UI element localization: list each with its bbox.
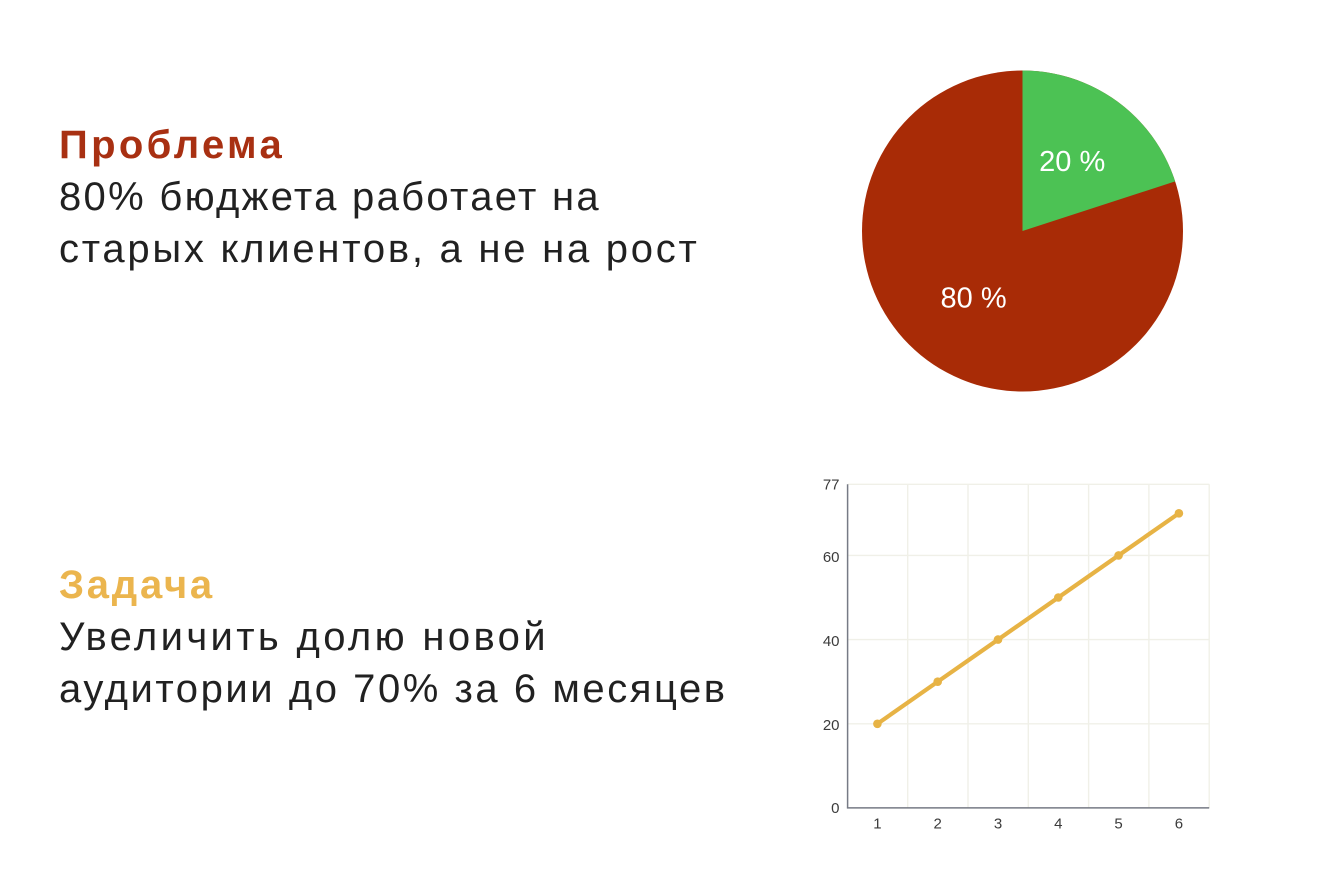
- svg-text:3: 3: [994, 815, 1002, 832]
- svg-text:2: 2: [934, 815, 942, 832]
- svg-text:60: 60: [823, 549, 840, 566]
- svg-text:77: 77: [823, 477, 840, 494]
- svg-text:4: 4: [1054, 815, 1062, 832]
- svg-text:6: 6: [1175, 815, 1183, 832]
- svg-text:20 %: 20 %: [1039, 146, 1105, 178]
- svg-text:20: 20: [823, 717, 840, 734]
- svg-text:1: 1: [873, 815, 881, 832]
- svg-text:40: 40: [823, 633, 840, 650]
- svg-text:5: 5: [1114, 815, 1122, 832]
- svg-text:80 %: 80 %: [941, 282, 1007, 314]
- svg-text:0: 0: [831, 800, 839, 817]
